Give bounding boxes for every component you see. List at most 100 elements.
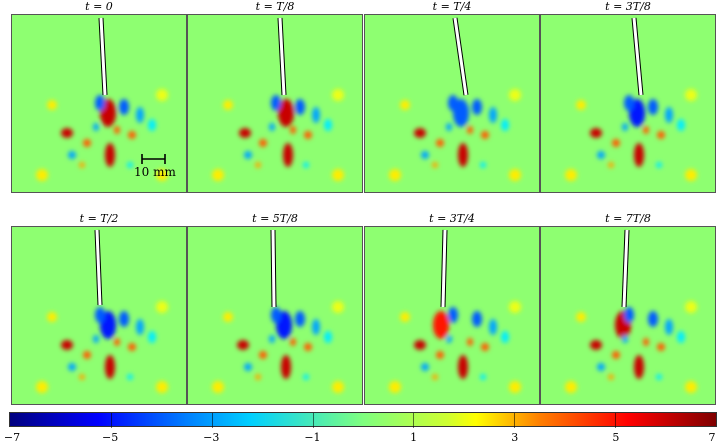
colorbar-tick	[211, 413, 213, 428]
vorticity-blob	[324, 331, 332, 343]
vorticity-blob	[105, 143, 115, 167]
colorbar-tick-label: 7	[708, 431, 716, 444]
vorticity-blob	[472, 311, 482, 327]
vorticity-blob	[643, 338, 649, 346]
vorticity-blob	[432, 374, 438, 380]
vorticity-blob	[136, 107, 144, 123]
vorticity-blob	[156, 301, 168, 313]
vorticity-blob	[472, 99, 482, 115]
vorticity-blob	[433, 311, 449, 339]
vorticity-blob	[414, 128, 426, 138]
vorticity-blob	[565, 169, 577, 181]
vorticity-blob	[657, 131, 665, 139]
vorticity-blob	[148, 331, 156, 343]
vorticity-blob	[608, 162, 614, 168]
vorticity-blob	[127, 162, 133, 168]
vorticity-blob	[303, 162, 309, 168]
vorticity-blob	[590, 340, 602, 350]
vorticity-blob	[148, 119, 156, 131]
colorbar-tick-label: −5	[102, 431, 119, 444]
vorticity-blob	[324, 119, 332, 131]
vorticity-blob	[685, 169, 697, 181]
vorticity-blob	[259, 139, 267, 147]
colorbar-tick-label: −1	[304, 431, 321, 444]
vorticity-blob	[685, 301, 697, 313]
vorticity-blob	[295, 99, 305, 115]
vorticity-blob	[255, 162, 261, 168]
vorticity-blob	[119, 311, 129, 327]
vorticity-blob	[259, 351, 267, 359]
vorticity-blob	[68, 151, 76, 159]
vorticity-blob	[93, 335, 99, 343]
vorticity-blob	[509, 301, 521, 313]
panel-title: t = T/8	[255, 0, 295, 13]
vorticity-blob	[244, 363, 252, 371]
vorticity-blob	[634, 143, 644, 167]
vorticity-blob	[624, 95, 634, 111]
colorbar	[9, 412, 717, 428]
vorticity-blob	[501, 331, 509, 343]
vorticity-blob	[269, 335, 275, 343]
vorticity-blob	[400, 100, 410, 110]
vorticity-blob	[657, 343, 665, 351]
vorticity-blob	[648, 99, 658, 115]
vorticity-blob	[79, 162, 85, 168]
vorticity-blob	[612, 351, 620, 359]
vorticity-blob	[436, 139, 444, 147]
vorticity-panel-2	[364, 14, 540, 193]
vorticity-blob	[656, 162, 662, 168]
vorticity-blob	[281, 355, 291, 379]
needle	[278, 17, 286, 96]
vorticity-blob	[312, 319, 320, 335]
colorbar-tick-label: 1	[410, 431, 418, 444]
vorticity-blob	[36, 169, 48, 181]
needle	[622, 229, 629, 308]
vorticity-blob	[95, 307, 105, 323]
panel-title: t = 5T/8	[252, 212, 298, 225]
vorticity-panel-7	[540, 226, 716, 405]
vorticity-blob	[436, 351, 444, 359]
vorticity-blob	[685, 89, 697, 101]
vorticity-blob	[114, 126, 120, 134]
vorticity-blob	[480, 374, 486, 380]
vorticity-blob	[128, 131, 136, 139]
vorticity-blob	[332, 381, 344, 393]
vorticity-blob	[481, 343, 489, 351]
colorbar-tick	[413, 413, 415, 428]
colorbar-tick	[615, 413, 617, 428]
vorticity-blob	[389, 381, 401, 393]
vorticity-blob	[95, 95, 105, 111]
vorticity-blob	[128, 343, 136, 351]
vorticity-blob	[255, 374, 261, 380]
colorbar-tick	[110, 413, 112, 428]
panel-title: t = 3T/8	[605, 0, 651, 13]
vorticity-blob	[622, 335, 628, 343]
vorticity-blob	[269, 123, 275, 131]
vorticity-blob	[677, 119, 685, 131]
vorticity-blob	[446, 123, 452, 131]
vorticity-blob	[79, 374, 85, 380]
vorticity-blob	[458, 143, 468, 167]
vorticity-blob	[414, 340, 426, 350]
vorticity-blob	[481, 131, 489, 139]
vorticity-blob	[156, 381, 168, 393]
vorticity-blob	[622, 123, 628, 131]
vorticity-blob	[83, 139, 91, 147]
vorticity-blob	[283, 143, 293, 167]
vorticity-blob	[480, 162, 486, 168]
vorticity-panel-4	[11, 226, 187, 405]
panel-title: t = T/2	[79, 212, 119, 225]
vorticity-blob	[271, 307, 281, 323]
vorticity-blob	[290, 338, 296, 346]
vorticity-blob	[489, 319, 497, 335]
vorticity-blob	[677, 331, 685, 343]
vorticity-blob	[509, 89, 521, 101]
colorbar-tick	[514, 413, 516, 428]
vorticity-blob	[612, 139, 620, 147]
vorticity-blob	[634, 355, 644, 379]
vorticity-blob	[47, 312, 57, 322]
vorticity-blob	[576, 312, 586, 322]
vorticity-blob	[239, 128, 251, 138]
scale-bar-label: 10 mm	[134, 165, 176, 179]
